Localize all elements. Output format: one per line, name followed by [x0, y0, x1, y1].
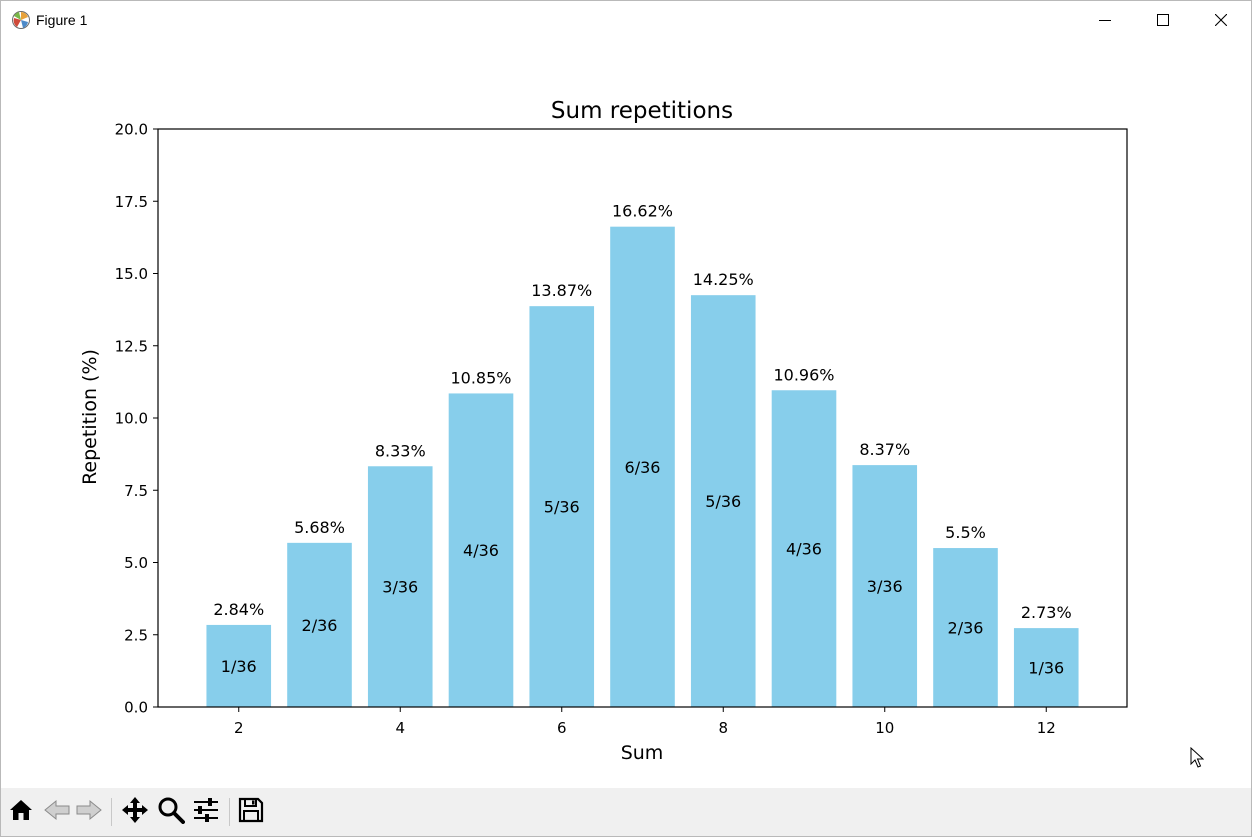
home-icon — [8, 797, 34, 827]
minimize-button[interactable] — [1076, 1, 1134, 39]
forward-button[interactable] — [73, 796, 105, 828]
y-tick-label: 15.0 — [115, 265, 148, 283]
bar-value-label: 10.96% — [773, 365, 834, 384]
x-tick-label: 10 — [875, 719, 894, 737]
plot-frame — [157, 128, 1128, 708]
bar-value-label: 10.85% — [450, 368, 511, 387]
bar-value-label: 14.25% — [693, 270, 754, 289]
y-tick-label: 0.0 — [124, 699, 148, 717]
bar-inner-label: 5/36 — [705, 492, 741, 511]
bar-inner-label: 4/36 — [463, 541, 499, 560]
y-tick-label: 5.0 — [124, 554, 148, 572]
bar-inner-label: 5/36 — [544, 498, 580, 517]
bar-value-label: 2.73% — [1021, 603, 1072, 622]
y-tick-label: 20.0 — [115, 121, 148, 139]
mouse-cursor-icon — [1190, 746, 1205, 773]
bar — [933, 548, 998, 707]
bar-value-label: 16.62% — [612, 202, 673, 221]
save-floppy-icon — [237, 796, 265, 828]
configure-sliders-icon — [192, 796, 220, 828]
bar — [287, 542, 352, 707]
bar-inner-label: 3/36 — [867, 577, 903, 596]
back-button[interactable] — [41, 796, 73, 828]
zoom-button[interactable] — [155, 796, 187, 828]
bar — [1013, 628, 1079, 707]
x-axis-label: Sum — [621, 742, 664, 764]
bar — [529, 306, 595, 707]
bar — [771, 390, 837, 707]
bar-value-label: 5.5% — [945, 523, 986, 542]
x-tick-label: 2 — [234, 719, 244, 737]
minimize-icon — [1099, 14, 1111, 26]
bar-chart: Sum repetitions Repetition (%) Sum 2.84%… — [79, 98, 1128, 764]
bar-inner-label: 4/36 — [786, 540, 822, 559]
bar — [690, 295, 756, 707]
zoom-magnifier-icon — [157, 796, 185, 828]
bar-inner-label: 2/36 — [302, 616, 338, 635]
bar-inner-label: 6/36 — [625, 458, 661, 477]
forward-arrow-icon — [75, 797, 103, 827]
y-tick-label: 7.5 — [124, 482, 148, 500]
chart-canvas[interactable]: Sum repetitions Repetition (%) Sum 2.84%… — [1, 39, 1251, 787]
y-tick-label: 17.5 — [115, 193, 148, 211]
window-title: Figure 1 — [36, 12, 88, 28]
maximize-button[interactable] — [1134, 1, 1192, 39]
bar — [206, 624, 272, 707]
back-arrow-icon — [43, 797, 71, 827]
pan-button[interactable] — [119, 796, 151, 828]
x-tick-label: 6 — [557, 719, 567, 737]
bar-value-label: 8.33% — [375, 441, 426, 460]
bar-inner-label: 3/36 — [382, 578, 418, 597]
close-icon — [1215, 14, 1227, 26]
toolbar-separator — [111, 798, 112, 826]
bar — [367, 466, 433, 707]
matplotlib-app-icon — [11, 10, 31, 30]
home-button[interactable] — [5, 796, 37, 828]
maximize-icon — [1157, 14, 1169, 26]
bar-inner-label: 2/36 — [948, 619, 984, 638]
close-button[interactable] — [1192, 1, 1250, 39]
y-tick-label: 2.5 — [124, 626, 148, 644]
x-tick-label: 4 — [395, 719, 405, 737]
bar-value-label: 8.37% — [859, 440, 910, 459]
x-tick-label: 12 — [1037, 719, 1056, 737]
toolbar-separator — [229, 798, 230, 826]
bar-value-label: 2.84% — [213, 600, 264, 619]
bar-value-label: 5.68% — [294, 518, 345, 537]
bar-inner-label: 1/36 — [1028, 659, 1064, 678]
bar — [448, 393, 514, 707]
y-tick-label: 12.5 — [115, 337, 148, 355]
chart-title: Sum repetitions — [551, 98, 733, 124]
pan-move-icon — [121, 796, 149, 828]
title-bar[interactable]: Figure 1 — [1, 1, 1251, 39]
y-tick-label: 10.0 — [115, 410, 148, 428]
bar-value-label: 13.87% — [531, 281, 592, 300]
bar-inner-label: 1/36 — [221, 657, 257, 676]
bar — [610, 226, 675, 707]
save-button[interactable] — [235, 796, 267, 828]
bar — [852, 465, 918, 707]
y-axis-label: Repetition (%) — [79, 349, 101, 485]
navigation-toolbar — [1, 788, 1251, 836]
configure-subplots-button[interactable] — [190, 796, 222, 828]
x-tick-label: 8 — [718, 719, 728, 737]
